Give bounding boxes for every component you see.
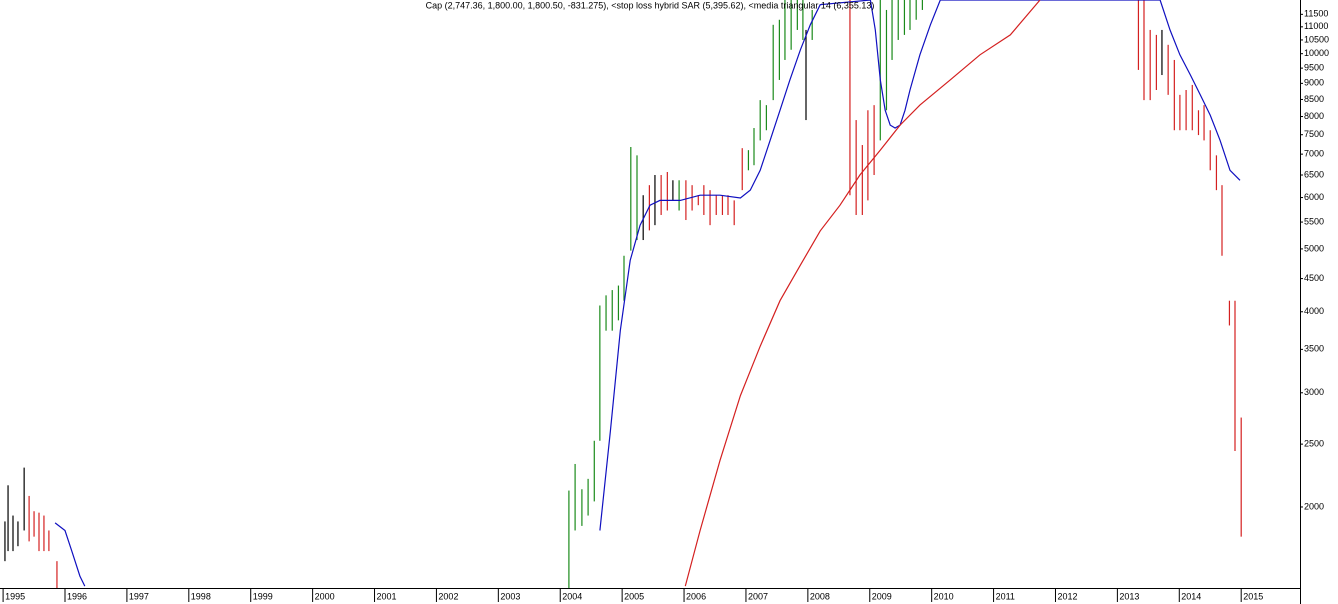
y-tick-label: 3000 xyxy=(1304,387,1324,397)
y-tick-label: 6000 xyxy=(1304,192,1324,202)
x-tick-label: 2007 xyxy=(748,591,768,601)
indicator-line xyxy=(54,0,1241,587)
x-tick-label: 2000 xyxy=(315,591,335,601)
x-tick-label: 2008 xyxy=(810,591,830,601)
x-tick-label: 2004 xyxy=(562,591,582,601)
x-tick-label: 1995 xyxy=(5,591,25,601)
x-tick-label: 2006 xyxy=(686,591,706,601)
y-tick-label: 8000 xyxy=(1304,111,1324,121)
y-tick-label: 5500 xyxy=(1304,216,1324,226)
y-tick-label: 6500 xyxy=(1304,169,1324,179)
x-tick-label: 2011 xyxy=(996,591,1015,601)
x-tick-label: 1999 xyxy=(253,591,273,601)
y-tick-label: 11000 xyxy=(1304,21,1328,31)
x-tick-label: 2003 xyxy=(500,591,520,601)
y-tick-label: 10500 xyxy=(1304,34,1329,44)
y-tick-label: 3500 xyxy=(1304,344,1324,354)
x-tick-label: 2013 xyxy=(1119,591,1139,601)
y-tick-label: 7500 xyxy=(1304,129,1324,139)
x-tick-label: 2009 xyxy=(872,591,892,601)
y-tick-label: 10000 xyxy=(1304,48,1329,58)
y-tick-label: 9500 xyxy=(1304,63,1324,73)
x-tick-label: 1997 xyxy=(129,591,149,601)
y-tick-label: 5000 xyxy=(1304,243,1324,253)
x-tick-label: 2001 xyxy=(377,591,397,601)
indicator-line xyxy=(684,0,1041,587)
y-tick-label: 4000 xyxy=(1304,306,1324,316)
x-tick-label: 1996 xyxy=(67,591,87,601)
x-tick-label: 1998 xyxy=(191,591,211,601)
chart-title: Cap (2,747.36, 1,800.00, 1,800.50, -831.… xyxy=(426,0,875,10)
x-tick-label: 2010 xyxy=(934,591,954,601)
x-tick-label: 2012 xyxy=(1057,591,1077,601)
plot-area xyxy=(4,0,1242,588)
y-tick-label: 7000 xyxy=(1304,149,1324,159)
x-tick-label: 2015 xyxy=(1243,591,1263,601)
y-tick-label: 2000 xyxy=(1304,501,1324,511)
y-tick-label: 2500 xyxy=(1304,439,1324,449)
y-tick-label: 11500 xyxy=(1304,9,1328,19)
y-tick-label: 9000 xyxy=(1304,78,1324,88)
x-tick-label: 2002 xyxy=(438,591,458,601)
y-tick-label: 4500 xyxy=(1304,273,1324,283)
x-tick-label: 2005 xyxy=(624,591,644,601)
y-tick-label: 8500 xyxy=(1304,94,1324,104)
x-tick-label: 2014 xyxy=(1181,591,1201,601)
